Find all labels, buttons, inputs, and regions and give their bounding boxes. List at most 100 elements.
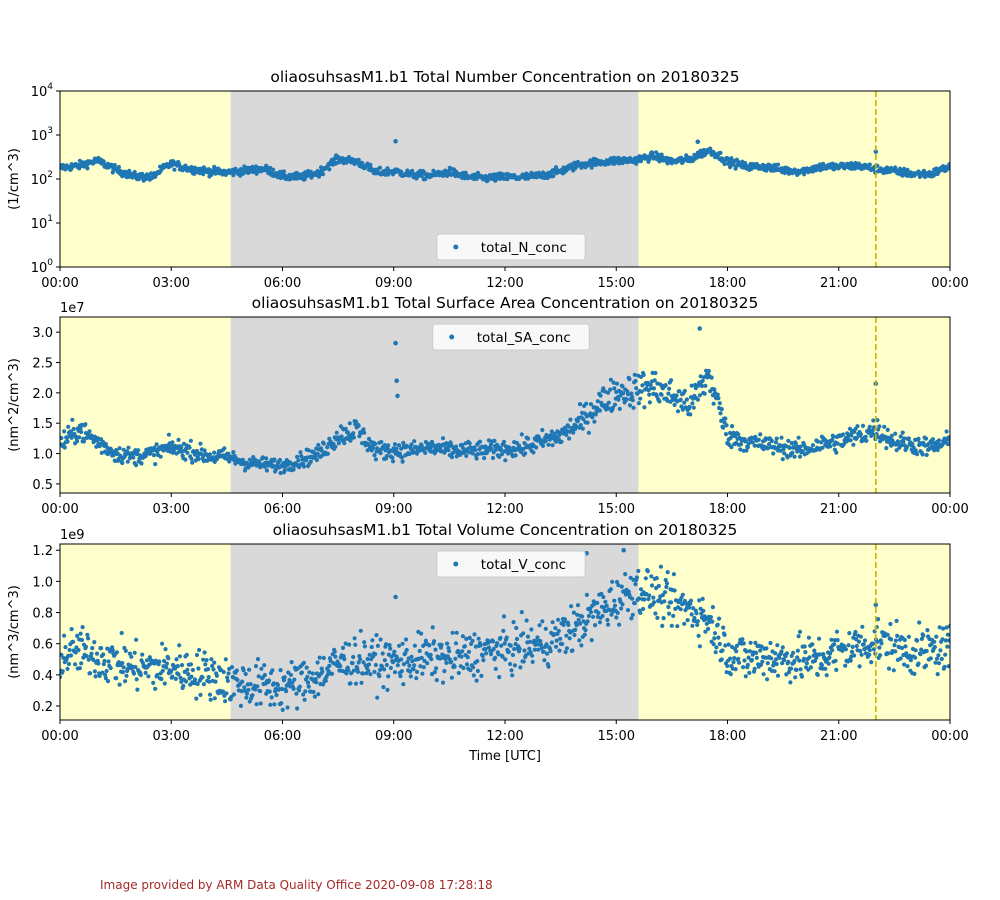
data-point bbox=[103, 672, 108, 678]
data-point bbox=[470, 451, 475, 456]
data-point bbox=[403, 637, 409, 642]
data-point bbox=[112, 162, 117, 168]
data-point bbox=[615, 610, 620, 616]
data-point bbox=[373, 652, 378, 657]
data-point bbox=[286, 681, 291, 686]
x-tick-label: 18:00 bbox=[709, 729, 746, 744]
data-point bbox=[747, 649, 753, 654]
data-point bbox=[290, 680, 295, 685]
data-point bbox=[716, 635, 721, 640]
data-point bbox=[295, 454, 300, 459]
data-point bbox=[605, 617, 610, 623]
data-point bbox=[631, 405, 636, 410]
data-point bbox=[566, 622, 571, 628]
data-point bbox=[569, 604, 574, 609]
data-point bbox=[843, 647, 849, 652]
data-point bbox=[861, 642, 866, 647]
data-point bbox=[796, 634, 801, 639]
data-point bbox=[745, 445, 751, 450]
data-point bbox=[134, 637, 139, 642]
data-point bbox=[728, 672, 733, 677]
data-point bbox=[875, 639, 880, 644]
data-point bbox=[253, 664, 259, 669]
data-point bbox=[508, 661, 513, 667]
data-point bbox=[166, 445, 171, 450]
data-point bbox=[299, 670, 304, 675]
data-point bbox=[936, 438, 942, 443]
data-point bbox=[535, 635, 540, 640]
data-point bbox=[624, 397, 629, 402]
data-point bbox=[638, 610, 643, 616]
data-point bbox=[398, 674, 403, 679]
data-point bbox=[490, 639, 496, 644]
data-point bbox=[617, 406, 622, 411]
day-shading bbox=[60, 544, 231, 720]
data-point bbox=[238, 703, 243, 709]
data-point bbox=[475, 659, 480, 664]
data-point bbox=[94, 651, 100, 656]
data-point bbox=[97, 444, 102, 449]
x-tick-label: 03:00 bbox=[153, 276, 190, 291]
data-point bbox=[630, 612, 635, 617]
data-point bbox=[716, 396, 721, 401]
data-point bbox=[936, 661, 942, 666]
legend-marker bbox=[453, 244, 459, 250]
data-point bbox=[329, 671, 335, 676]
data-point bbox=[625, 392, 631, 397]
x-tick-label: 00:00 bbox=[931, 276, 968, 291]
data-point bbox=[709, 375, 714, 380]
data-point bbox=[194, 696, 199, 701]
data-point bbox=[274, 692, 279, 698]
data-point bbox=[655, 615, 660, 621]
data-point bbox=[212, 696, 217, 701]
data-point bbox=[689, 612, 694, 617]
data-point bbox=[536, 647, 541, 652]
data-point bbox=[674, 393, 679, 398]
data-point bbox=[706, 368, 711, 374]
data-point bbox=[295, 706, 300, 711]
data-point bbox=[486, 438, 491, 443]
data-point bbox=[244, 695, 249, 700]
data-point bbox=[153, 686, 158, 691]
data-point bbox=[786, 438, 791, 443]
data-point bbox=[553, 626, 558, 631]
data-point bbox=[744, 448, 749, 453]
data-point bbox=[213, 679, 218, 684]
data-point bbox=[917, 620, 922, 625]
data-point bbox=[472, 632, 477, 637]
data-point bbox=[577, 621, 583, 626]
data-point bbox=[386, 674, 391, 679]
outlier-point bbox=[697, 326, 702, 331]
data-point bbox=[729, 445, 734, 450]
data-point bbox=[903, 644, 908, 649]
data-point bbox=[630, 398, 635, 403]
data-point bbox=[212, 660, 217, 665]
data-point bbox=[632, 372, 637, 377]
data-point bbox=[608, 587, 614, 592]
data-point bbox=[831, 434, 836, 439]
data-point bbox=[248, 682, 253, 687]
data-point bbox=[450, 630, 455, 635]
data-point bbox=[745, 662, 751, 668]
data-point bbox=[242, 685, 247, 690]
data-point bbox=[384, 454, 389, 459]
data-point bbox=[480, 653, 485, 659]
data-point bbox=[266, 678, 272, 683]
data-point bbox=[636, 401, 642, 406]
data-point bbox=[891, 668, 896, 673]
data-point bbox=[386, 443, 391, 448]
data-point bbox=[453, 641, 459, 646]
data-point bbox=[114, 676, 119, 681]
data-point bbox=[185, 667, 190, 672]
data-point bbox=[408, 669, 413, 674]
data-point bbox=[401, 682, 406, 687]
data-point bbox=[619, 606, 624, 611]
data-point bbox=[656, 152, 661, 157]
data-point bbox=[314, 457, 319, 463]
data-point bbox=[563, 649, 568, 655]
data-point bbox=[351, 668, 356, 673]
x-tick-label: 21:00 bbox=[820, 276, 857, 291]
data-point bbox=[937, 625, 942, 630]
data-point bbox=[296, 458, 301, 463]
data-point bbox=[841, 161, 846, 166]
